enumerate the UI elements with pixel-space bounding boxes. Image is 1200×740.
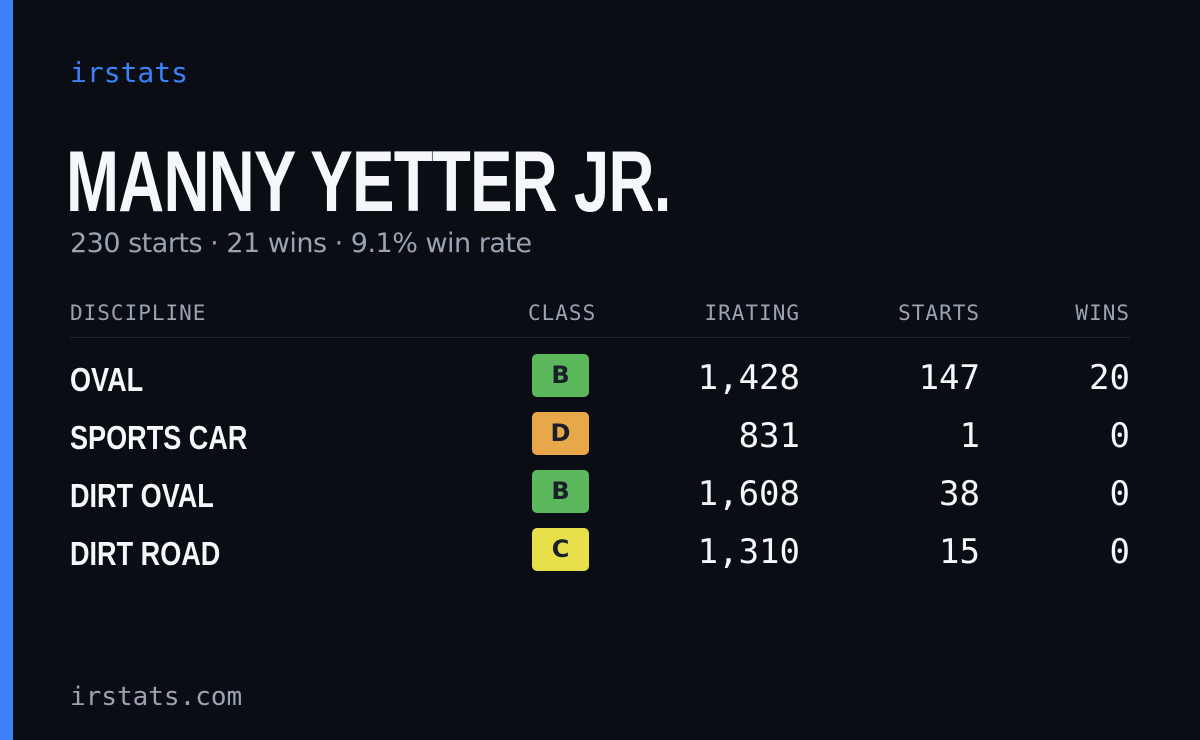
class-badge: B	[532, 470, 589, 513]
accent-bar	[0, 0, 13, 740]
discipline-label: SPORTS CAR	[70, 419, 248, 456]
irating-value: 1,310	[697, 532, 800, 572]
irating-value: 1,608	[697, 474, 800, 514]
table-row: SPORTS CAR D 831 1 0	[0, 412, 1200, 470]
column-header-wins: WINS	[1075, 301, 1130, 325]
starts-value: 38	[939, 474, 980, 514]
table-row: DIRT OVAL B 1,608 38 0	[0, 470, 1200, 528]
header-divider	[70, 337, 1130, 338]
wins-value: 0	[1109, 416, 1130, 456]
driver-name: MANNY YETTER JR.	[66, 134, 671, 230]
discipline-label: DIRT ROAD	[70, 535, 221, 572]
wins-value: 0	[1109, 532, 1130, 572]
table-row: OVAL B 1,428 147 20	[0, 354, 1200, 412]
wins-value: 20	[1089, 358, 1130, 398]
discipline-label: DIRT OVAL	[70, 477, 214, 514]
wins-value: 0	[1109, 474, 1130, 514]
column-header-starts: STARTS	[898, 301, 980, 325]
starts-value: 15	[939, 532, 980, 572]
starts-value: 147	[918, 358, 980, 398]
driver-summary: 230 starts · 21 wins · 9.1% win rate	[70, 228, 532, 259]
irating-value: 831	[738, 416, 800, 456]
irating-value: 1,428	[697, 358, 800, 398]
discipline-label: OVAL	[70, 361, 144, 398]
column-header-discipline: DISCIPLINE	[70, 301, 207, 325]
column-header-irating: IRATING	[704, 301, 800, 325]
class-badge: B	[532, 354, 589, 397]
table-row: DIRT ROAD C 1,310 15 0	[0, 528, 1200, 586]
column-header-class: CLASS	[528, 301, 597, 325]
starts-value: 1	[959, 416, 980, 456]
brand-logo-text: irstats	[70, 56, 189, 89]
footer-url: irstats.com	[70, 682, 243, 712]
class-badge: C	[532, 528, 589, 571]
class-badge: D	[532, 412, 589, 455]
